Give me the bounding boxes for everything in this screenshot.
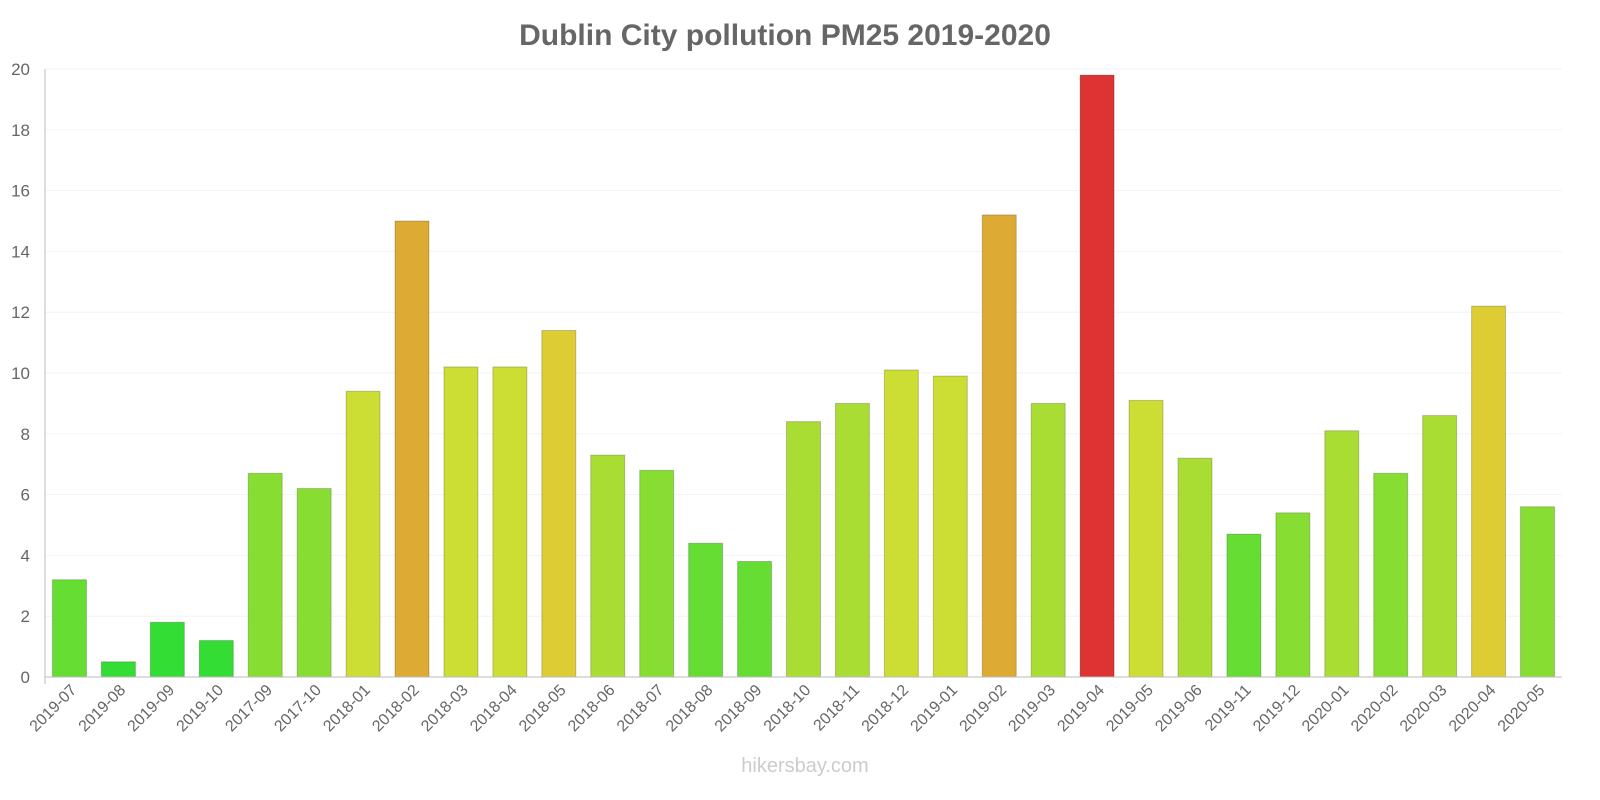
y-tick-label: 16 [11, 182, 30, 201]
x-tick-label: 2019-06 [1152, 682, 1206, 736]
watermark: hikersbay.com [741, 755, 868, 777]
x-tick-label: 2018-10 [761, 682, 815, 736]
bar-2018-12 [883, 369, 919, 678]
bar-2018-11 [834, 402, 870, 678]
bar-2018-08 [688, 542, 724, 678]
x-tick-label: 2019-02 [957, 682, 1011, 736]
x-tick-label: 2019-03 [1005, 682, 1059, 736]
bar-2019-11 [1226, 533, 1262, 678]
x-tick-label: 2018-02 [369, 682, 423, 736]
bar-2018-02 [394, 220, 430, 678]
bar-2019-09 [149, 621, 185, 678]
bar-2020-04 [1471, 305, 1507, 678]
bar-2018-04 [492, 366, 528, 678]
bar-2017-09 [247, 472, 283, 678]
y-tick-label: 14 [11, 242, 30, 261]
y-tick-label: 0 [21, 668, 30, 687]
x-tick-label: 2017-10 [271, 682, 325, 736]
x-tick-label: 2018-09 [712, 682, 766, 736]
x-tick-label: 2019-10 [174, 682, 228, 736]
x-tick-label: 2018-06 [565, 682, 619, 736]
y-tick-label: 12 [11, 303, 30, 322]
x-tick-label: 2018-05 [516, 682, 570, 736]
x-tick-label: 2020-02 [1348, 682, 1402, 736]
y-tick-label: 20 [11, 60, 30, 79]
bar-2020-01 [1324, 430, 1360, 678]
x-tick-label: 2019-11 [1202, 682, 1255, 735]
x-tick-label: 2018-08 [663, 682, 717, 736]
y-tick-label: 2 [21, 607, 30, 626]
bar-2017-10 [296, 488, 332, 678]
bar-2018-09 [737, 560, 773, 678]
y-tick-label: 18 [11, 121, 30, 140]
y-tick-label: 10 [11, 364, 30, 383]
bar-2019-10 [198, 640, 234, 678]
bar-2019-07 [51, 579, 87, 678]
x-tick-label: 2018-01 [320, 682, 374, 736]
x-tick-label: 2018-04 [467, 682, 521, 736]
x-tick-label: 2020-03 [1397, 682, 1451, 736]
bar-2019-08 [100, 661, 136, 678]
bar-2019-01 [932, 375, 968, 678]
bar-2018-07 [639, 469, 675, 678]
bar-2019-03 [1030, 402, 1066, 678]
x-tick-label: 2018-07 [614, 682, 668, 736]
bar-2020-02 [1373, 472, 1409, 678]
x-tick-label: 2018-11 [811, 682, 864, 735]
x-tick-label: 2019-04 [1054, 682, 1108, 736]
bar-2019-04 [1079, 74, 1115, 678]
x-tick-label: 2019-05 [1103, 682, 1157, 736]
bar-2018-05 [541, 329, 577, 678]
bar-2019-06 [1177, 457, 1213, 678]
x-tick-label: 2020-04 [1446, 682, 1500, 736]
bar-2018-03 [443, 366, 479, 678]
y-tick-label: 6 [21, 486, 30, 505]
bar-2018-10 [786, 421, 821, 678]
y-tick-label: 4 [21, 546, 30, 565]
bar-2019-12 [1275, 512, 1311, 678]
x-tick-label: 2019-07 [27, 682, 81, 736]
x-tick-label: 2018-03 [418, 682, 472, 736]
x-tick-label: 2020-05 [1495, 682, 1549, 736]
x-tick-label: 2019-01 [908, 682, 962, 736]
x-tick-label: 2020-01 [1299, 682, 1353, 736]
bar-2019-05 [1128, 399, 1164, 678]
bar-2018-06 [590, 454, 626, 678]
x-tick-label: 2017-09 [222, 682, 276, 736]
bar-2019-02 [981, 214, 1017, 678]
bar-2020-03 [1422, 415, 1458, 678]
x-tick-label: 2019-12 [1250, 682, 1304, 736]
bar-2020-05 [1520, 506, 1556, 678]
chart-title: Dublin City pollution PM25 2019-2020 [519, 19, 1051, 52]
x-tick-label: 2018-12 [859, 682, 913, 736]
bar-2018-01 [345, 390, 381, 678]
y-tick-label: 8 [21, 425, 30, 444]
x-tick-label: 2019-08 [76, 682, 130, 736]
x-tick-label: 2019-09 [125, 682, 179, 736]
